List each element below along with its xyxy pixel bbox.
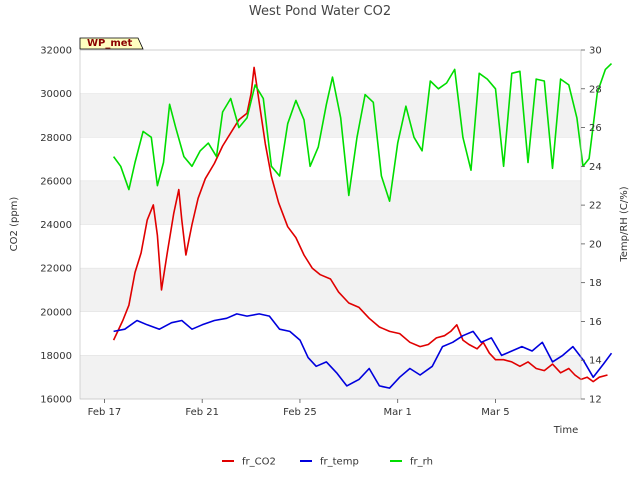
series-layer [112, 63, 613, 389]
badge-box [79, 37, 144, 50]
y2-tick-label: 22 [589, 201, 602, 212]
plot-band [80, 355, 581, 399]
y-tick-label: 26000 [40, 176, 72, 187]
y-tick-label: 16000 [40, 395, 72, 406]
plot-band [80, 180, 581, 225]
x-tick-label: Mar 5 [481, 407, 509, 418]
plot-band [80, 268, 581, 312]
y2-tick-label: 28 [589, 84, 602, 95]
badge-label: WP_met [87, 38, 133, 49]
y-tick-label: 22000 [40, 264, 72, 275]
y-tick-label: 28000 [40, 133, 72, 144]
y-tick-label: 20000 [40, 307, 72, 318]
legend-label-fr_temp: fr_temp [320, 457, 359, 468]
y-tick-label: 24000 [40, 220, 72, 231]
x-tick-label: Feb 17 [88, 407, 122, 418]
plot-band [80, 93, 581, 138]
legend: fr_CO2 fr_temp fr_rh [222, 457, 433, 468]
x-tick-label: Feb 25 [283, 407, 317, 418]
x-axis: Feb 17 Feb 21 Feb 25 Mar 1 Mar 5 [88, 399, 510, 418]
legend-label-fr_CO2: fr_CO2 [242, 457, 276, 468]
series-line-fr_rh [112, 63, 613, 202]
series-line-fr_temp [113, 313, 613, 389]
y2-axis-title: Temp/RH (C/%) [619, 186, 630, 262]
y2-tick-label: 30 [589, 46, 602, 57]
y-tick-label: 30000 [40, 89, 72, 100]
y-axis: 16000 18000 20000 22000 24000 26000 28000 30000… [40, 46, 72, 406]
chart-title: West Pond Water CO2 [249, 4, 391, 19]
x-tick-label: Mar 1 [383, 407, 411, 418]
x-tick-label: Feb 21 [185, 407, 219, 418]
y-tick-label: 32000 [40, 46, 72, 57]
plot-frame [79, 49, 582, 400]
series-line-fr_CO2 [112, 66, 608, 383]
y-tick-label: 18000 [40, 351, 72, 362]
y2-tick-label: 18 [589, 278, 602, 289]
y2-tick-label: 24 [589, 162, 602, 173]
y2-tick-label: 12 [589, 395, 602, 406]
y2-tick-label: 26 [589, 123, 602, 134]
y2-tick-label: 20 [589, 239, 602, 250]
y-axis-title: CO2 (ppm) [9, 197, 20, 252]
legend-label-fr_rh: fr_rh [410, 457, 433, 468]
y2-axis: 12 14 16 18 20 22 24 26 28 30 [581, 46, 602, 406]
station-badge: WP_met [79, 37, 144, 50]
x-axis-title: Time [553, 425, 578, 436]
y2-tick-label: 14 [589, 356, 602, 367]
y2-tick-label: 16 [589, 317, 602, 328]
